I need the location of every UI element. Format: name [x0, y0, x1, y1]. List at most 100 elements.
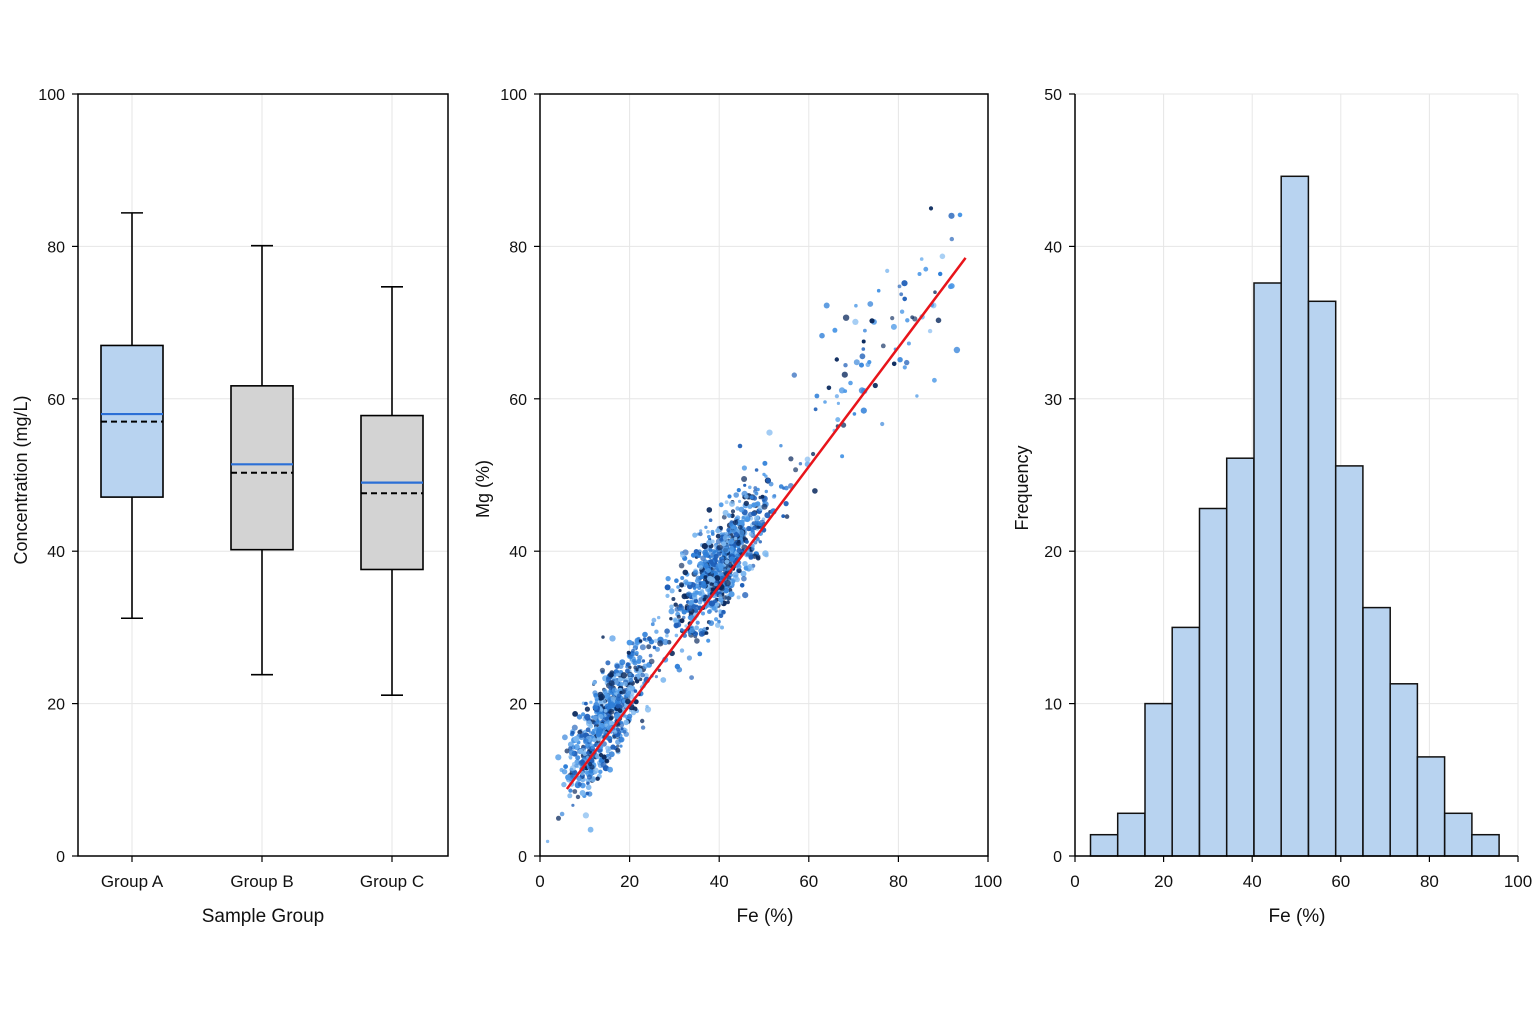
- scatter-point: [586, 781, 590, 786]
- scatter-point: [665, 576, 671, 582]
- boxplot-box: [230, 385, 294, 551]
- scatter-point: [669, 588, 675, 594]
- scatter-point: [781, 514, 786, 518]
- scatter-point: [569, 774, 575, 779]
- scatter-point: [610, 695, 617, 702]
- scatter-point: [562, 734, 568, 741]
- scatter-point: [733, 492, 739, 498]
- scatter-point: [853, 359, 860, 366]
- scatter-point: [600, 761, 607, 768]
- scatter-point: [640, 672, 645, 678]
- scatter-point: [708, 600, 716, 607]
- scatter-point: [953, 346, 961, 354]
- histogram-x-tick-label: 40: [1243, 872, 1262, 891]
- scatter-point: [651, 617, 657, 623]
- histogram-bar: [1089, 833, 1119, 857]
- scatter-point: [736, 488, 741, 493]
- scatter-point: [687, 583, 693, 590]
- scatter-point: [620, 727, 624, 731]
- scatter-point: [707, 588, 711, 593]
- scatter-point: [719, 575, 724, 580]
- scatter-point: [744, 494, 749, 499]
- scatter-point: [676, 614, 681, 619]
- scatter-point: [622, 729, 627, 734]
- scatter-point: [633, 689, 638, 693]
- scatter-x-ticks: 0 20 40 60 80 100: [535, 856, 1002, 891]
- scatter-point: [730, 509, 736, 514]
- scatter-x-tick-label: 100: [974, 872, 1002, 891]
- scatter-point: [724, 500, 729, 505]
- scatter-point: [917, 272, 922, 276]
- scatter-point: [606, 753, 610, 758]
- scatter-point: [579, 790, 586, 796]
- scatter-point: [579, 759, 586, 766]
- scatter-point: [741, 516, 746, 520]
- scatter-point: [722, 534, 730, 542]
- histogram-bar: [1280, 175, 1310, 857]
- scatter-point: [694, 578, 700, 583]
- scatter-point: [683, 593, 687, 597]
- scatter-point: [754, 468, 759, 472]
- scatter-point: [741, 465, 748, 471]
- scatter-point: [705, 568, 711, 573]
- scatter-point: [633, 642, 639, 649]
- boxplot-boxes: [100, 212, 424, 697]
- scatter-point: [695, 620, 700, 625]
- scatter-point: [701, 543, 708, 550]
- scatter-point: [724, 580, 731, 587]
- scatter-point: [813, 407, 818, 412]
- histogram-x-tick-label: 100: [1504, 872, 1532, 891]
- scatter-point: [707, 591, 711, 595]
- scatter-point: [711, 606, 717, 611]
- scatter-point: [653, 638, 658, 644]
- scatter-point: [613, 713, 620, 720]
- scatter-point: [834, 357, 839, 362]
- scatter-point: [711, 587, 716, 592]
- scatter-point: [695, 604, 699, 608]
- scatter-point: [564, 748, 570, 754]
- scatter-point: [748, 554, 754, 560]
- scatter-point: [601, 635, 605, 639]
- scatter-point: [571, 803, 575, 807]
- scatter-point: [576, 714, 583, 720]
- scatter-point: [603, 726, 607, 731]
- scatter-point: [655, 646, 660, 652]
- scatter-point: [869, 318, 875, 324]
- scatter-point: [696, 551, 701, 556]
- scatter-point: [650, 622, 655, 627]
- scatter-point: [595, 776, 600, 781]
- scatter-point: [575, 794, 581, 800]
- scatter-point: [749, 495, 754, 500]
- histogram-x-tick-label: 80: [1420, 872, 1439, 891]
- scatter-point: [755, 501, 761, 507]
- scatter-point: [671, 597, 676, 601]
- scatter-point: [753, 486, 758, 490]
- histogram-y-tick-label: 30: [1044, 392, 1062, 409]
- scatter-point: [744, 516, 751, 523]
- histogram-x-tick-label: 20: [1154, 872, 1173, 891]
- scatter-point: [726, 600, 730, 605]
- scatter-point: [601, 754, 607, 760]
- scatter-point: [764, 489, 768, 494]
- scatter-point: [591, 731, 595, 736]
- scatter-point: [619, 720, 624, 725]
- scatter-point: [616, 693, 622, 699]
- scatter-point: [718, 594, 723, 599]
- scatter-point: [738, 525, 743, 530]
- scatter-point: [706, 539, 712, 546]
- scatter-point: [784, 514, 790, 519]
- scatter-point: [848, 380, 853, 386]
- scatter-point: [823, 302, 830, 309]
- scatter-point: [592, 704, 599, 711]
- scatter-point: [708, 620, 715, 626]
- scatter-point: [738, 499, 742, 503]
- scatter-point: [605, 660, 611, 666]
- scatter-point: [897, 357, 903, 363]
- boxplot-x-tick-label: Group C: [360, 872, 424, 891]
- scatter-point: [764, 512, 771, 519]
- scatter-point: [584, 706, 591, 712]
- histogram-y-tick-label: 10: [1044, 697, 1062, 714]
- scatter-point: [716, 551, 722, 557]
- histogram-panel: 0 10 20 30 40 50 0 20 40 60 80 100 Fe (%) Frequenc…: [1012, 87, 1532, 927]
- scatter-point: [585, 727, 591, 733]
